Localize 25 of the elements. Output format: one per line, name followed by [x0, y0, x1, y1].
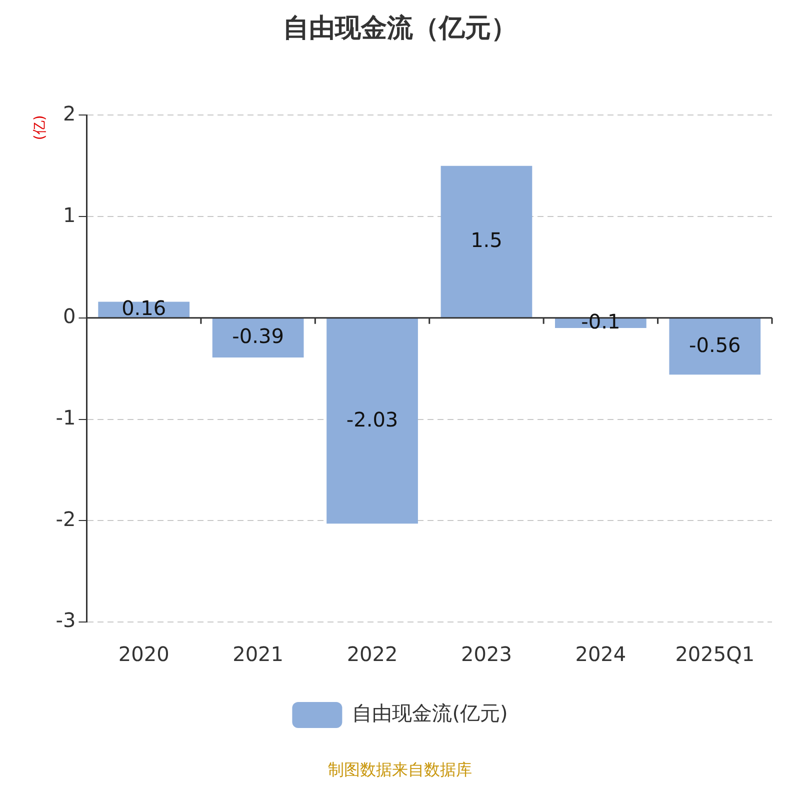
data-label: -0.56 — [689, 332, 741, 357]
x-tick-label: 2023 — [461, 642, 512, 666]
y-tick-label: 2 — [63, 101, 76, 126]
y-tick-label: -3 — [56, 608, 76, 632]
text: 制图数据来自数据库 — [327, 760, 473, 781]
chart-title: 自由现金流（亿元） — [283, 13, 517, 44]
bar — [440, 166, 532, 318]
data-label: -2.03 — [346, 407, 398, 432]
y-tick-label: -1 — [56, 405, 76, 430]
data-label: -0.39 — [232, 324, 284, 348]
data-label: 1.5 — [470, 228, 502, 252]
y-axis-title: (亿) — [32, 115, 48, 140]
bar — [326, 318, 418, 524]
bar — [669, 318, 761, 375]
x-tick-label: 2024 — [575, 642, 626, 666]
x-tick-label: 2021 — [232, 642, 284, 666]
y-tick-label: 1 — [63, 202, 76, 227]
bar — [212, 318, 304, 358]
x-tick-label: 2020 — [118, 642, 170, 666]
x-tick-label: 2022 — [346, 642, 398, 666]
y-tick-label: -2 — [56, 506, 76, 531]
data-label: 0.16 — [122, 296, 166, 320]
legend-label: 自由现金流(亿元) — [352, 701, 508, 726]
x-tick-label: 2025Q1 — [675, 642, 755, 666]
y-tick-label: 0 — [63, 304, 76, 328]
